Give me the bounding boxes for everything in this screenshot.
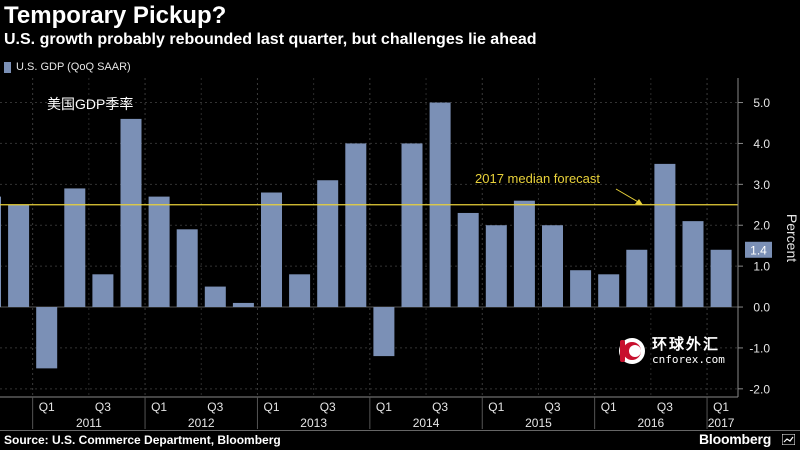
x-year-label: 2011: [76, 416, 102, 430]
legend-swatch: [4, 61, 11, 73]
bar: [148, 196, 170, 308]
bar: [401, 143, 423, 308]
forecast-pointer: [615, 188, 641, 204]
bar: [204, 286, 226, 308]
legend: U.S. GDP (QoQ SAAR): [4, 61, 131, 73]
bloomberg-brand: Bloomberg: [699, 431, 772, 447]
y-tick-label: 2.0: [753, 219, 770, 233]
bar: [654, 163, 676, 308]
bar: [457, 212, 479, 308]
bar: [373, 307, 395, 357]
bar: [317, 180, 339, 308]
x-year-label: 2013: [300, 416, 327, 430]
x-tick-label: Q1: [263, 400, 279, 414]
last-value-badge: [745, 241, 772, 258]
x-tick-label: Q1: [601, 400, 617, 414]
bar: [120, 118, 142, 308]
bar: [64, 188, 86, 308]
bar: [485, 225, 507, 308]
forecast-arrowhead: [635, 199, 643, 205]
bar: [36, 307, 58, 369]
last-value-label: 1.4: [750, 243, 767, 257]
bar: [345, 143, 367, 308]
watermark-en: cnforex.com: [652, 353, 725, 366]
bar: [626, 249, 648, 308]
y-tick-label: 5.0: [753, 96, 770, 110]
bar: [92, 274, 114, 308]
x-year-label: 2014: [413, 416, 440, 430]
source-note: Source: U.S. Commerce Department, Bloomb…: [4, 433, 281, 447]
bar: [682, 221, 704, 308]
bar: [289, 274, 311, 308]
bar: [8, 204, 30, 308]
x-year-label: 2016: [637, 416, 664, 430]
x-tick-label: Q3: [95, 400, 111, 414]
x-tick-label: Q1: [488, 400, 504, 414]
bar: [261, 192, 282, 308]
x-tick-label: Q1: [713, 400, 729, 414]
cnforex-logo-icon: [619, 338, 645, 364]
x-tick-label: Q1: [376, 400, 392, 414]
y-tick-label: 1.0: [753, 260, 770, 274]
x-tick-label: Q1: [39, 400, 55, 414]
x-year-label: 2015: [525, 416, 552, 430]
x-tick-label: Q3: [657, 400, 673, 414]
chart-title: Temporary Pickup?: [4, 2, 227, 29]
bar: [0, 196, 1, 308]
bar: [710, 249, 732, 308]
x-tick-label: Q3: [207, 400, 223, 414]
x-tick-label: Q3: [432, 400, 448, 414]
y-tick-label: 4.0: [753, 137, 770, 151]
x-tick-label: Q3: [544, 400, 560, 414]
y-tick-label: 0.0: [753, 301, 770, 315]
bar: [513, 200, 535, 308]
x-tick-label: Q1: [151, 400, 167, 414]
bar: [232, 302, 254, 308]
bar: [598, 274, 620, 308]
footer-divider: [0, 430, 800, 431]
cnforex-watermark: 环球外汇 cnforex.com: [617, 336, 725, 366]
x-tick-label: Q3: [320, 400, 336, 414]
chart-subtitle: U.S. growth probably rebounded last quar…: [4, 31, 537, 48]
x-year-label: 2017: [708, 416, 735, 430]
x-year-label: 2012: [188, 416, 215, 430]
bar: [570, 270, 592, 308]
y-tick-label: -1.0: [749, 341, 770, 355]
chinese-caption: 美国GDP季率: [47, 96, 134, 112]
legend-label: U.S. GDP (QoQ SAAR): [16, 61, 131, 73]
bar: [542, 225, 563, 308]
bloomberg-chart-icon: [782, 434, 795, 445]
y-axis-title: Percent: [784, 214, 800, 262]
y-tick-label: 3.0: [753, 178, 770, 192]
watermark-cn: 环球外汇: [652, 336, 721, 353]
y-tick-label: -2.0: [749, 382, 770, 396]
bar: [176, 229, 198, 308]
forecast-label: 2017 median forecast: [475, 171, 600, 186]
